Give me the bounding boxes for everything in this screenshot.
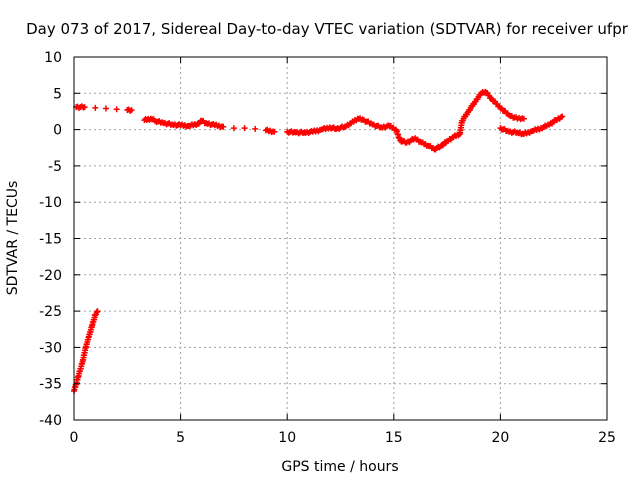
x-tick-label: 25 [598,430,616,446]
y-tick-label: -25 [39,304,62,320]
y-tick-label: -20 [39,268,62,284]
data-point-marker [230,125,237,132]
y-tick-label: -10 [39,195,62,211]
y-tick-label: -5 [48,159,62,175]
data-point-marker [81,104,88,111]
y-tick-label: 5 [53,86,62,102]
x-axis-label: GPS time / hours [281,459,398,475]
data-point-marker [271,128,278,135]
data-point-marker [102,105,109,112]
data-point-marker [559,113,566,120]
data-point-marker [92,104,99,111]
data-point-marker [220,123,227,130]
y-axis-label: SDTVAR / TECUs [5,181,21,296]
data-point-marker [241,125,248,132]
x-tick-label: 0 [70,430,79,446]
axis-ticks: 0 5 10 15 20 25 10 5 0 -5 -10 -15 -20 -25 -30 -35 -40 [39,50,616,446]
data-point-marker [252,125,259,132]
x-tick-label: 5 [176,430,185,446]
y-tick-label: 10 [44,50,62,66]
data-series [73,88,566,153]
data-point-marker [113,106,120,113]
data-point-marker [94,308,101,315]
y-tick-label: -35 [39,377,62,393]
data-point-marker [520,115,527,122]
data-point-marker [128,106,135,113]
data-layer [71,88,566,394]
y-tick-label: -15 [39,232,62,248]
y-tick-label: -30 [39,340,62,356]
chart-title: Day 073 of 2017, Sidereal Day-to-day VTE… [26,20,629,38]
data-series [71,308,101,394]
x-tick-label: 20 [491,430,509,446]
grid-lines [74,57,607,420]
x-tick-label: 10 [278,430,296,446]
x-tick-label: 15 [385,430,403,446]
y-tick-label: -40 [39,413,62,429]
y-tick-label: 0 [53,123,62,139]
